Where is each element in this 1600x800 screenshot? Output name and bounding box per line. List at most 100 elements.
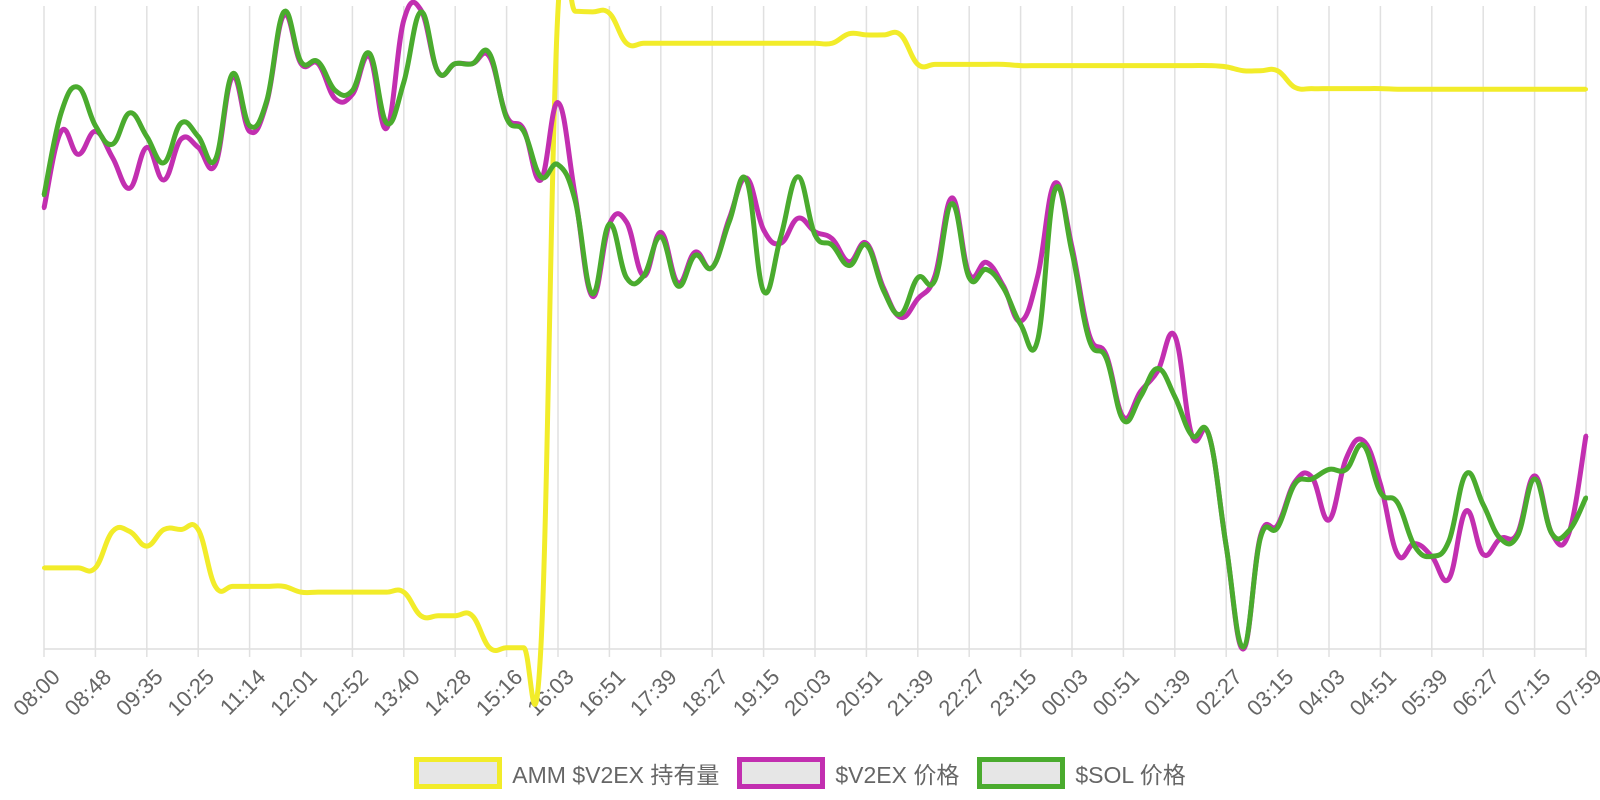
x-tick-label: 04:03 <box>1293 664 1350 721</box>
point <box>573 9 578 14</box>
point <box>624 220 629 225</box>
point <box>333 96 338 101</box>
point <box>607 222 612 227</box>
point <box>1584 495 1588 500</box>
point <box>538 645 543 650</box>
point <box>1258 68 1263 73</box>
point <box>1327 467 1331 472</box>
x-tick-label: 22:27 <box>933 664 990 721</box>
point <box>1035 273 1040 278</box>
point <box>453 613 458 618</box>
point <box>761 41 766 46</box>
point <box>1412 87 1417 92</box>
x-tick-label: 19:15 <box>728 664 785 721</box>
point <box>1292 482 1297 487</box>
point <box>1275 68 1280 73</box>
point <box>1070 63 1074 68</box>
point <box>1275 525 1280 530</box>
x-tick-label: 13:40 <box>368 664 425 721</box>
legend-item[interactable]: AMM $V2EX 持有量 <box>414 756 719 790</box>
point <box>367 51 372 56</box>
point <box>590 9 595 14</box>
x-tick-label: 01:39 <box>1139 664 1196 721</box>
legend-item[interactable]: $SOL 价格 <box>977 756 1186 790</box>
point <box>641 41 646 46</box>
point <box>1327 517 1331 522</box>
point <box>538 174 543 179</box>
point <box>93 565 98 570</box>
x-tick-label: 08:00 <box>8 664 65 721</box>
point <box>1361 438 1366 443</box>
point <box>1378 490 1383 495</box>
point <box>1515 87 1520 92</box>
x-tick-label: 17:39 <box>625 664 682 721</box>
point <box>761 227 766 232</box>
point <box>333 590 338 595</box>
point <box>1446 576 1451 581</box>
point <box>898 32 903 37</box>
point <box>333 88 338 93</box>
point <box>1155 63 1160 68</box>
point <box>1481 502 1486 507</box>
point <box>1189 433 1194 438</box>
point <box>213 157 218 162</box>
x-tick-label: 09:35 <box>111 664 168 721</box>
point <box>1566 528 1571 533</box>
point <box>1481 87 1486 92</box>
point <box>127 110 132 115</box>
point <box>795 216 800 221</box>
point <box>710 265 715 270</box>
point <box>401 18 406 23</box>
point <box>1241 645 1246 650</box>
point <box>1395 500 1400 505</box>
point <box>161 177 166 182</box>
legend: AMM $V2EX 持有量 $V2EX 价格 $SOL 价格 <box>0 756 1600 790</box>
x-tick-label: 16:51 <box>574 664 631 721</box>
legend-label: $SOL 价格 <box>1075 762 1186 788</box>
point <box>384 121 389 126</box>
point <box>179 527 184 532</box>
legend-swatch <box>977 757 1066 789</box>
point <box>1104 356 1109 361</box>
point <box>950 62 955 67</box>
point <box>1121 418 1126 423</box>
x-tick-label: 21:39 <box>882 664 939 721</box>
point <box>1138 394 1143 399</box>
point <box>59 565 64 570</box>
point <box>1104 63 1109 68</box>
x-tick-label: 20:03 <box>779 664 836 721</box>
point <box>367 590 372 595</box>
point <box>196 134 201 139</box>
point <box>813 41 817 46</box>
series-line <box>44 0 1586 707</box>
legend-item[interactable]: $V2EX 价格 <box>737 756 959 790</box>
point <box>1018 63 1023 68</box>
point <box>864 32 869 37</box>
x-tick-label: 23:15 <box>985 664 1042 721</box>
point <box>401 80 406 85</box>
x-tick-label: 14:28 <box>419 664 476 721</box>
point <box>967 62 972 67</box>
point <box>624 41 629 46</box>
point <box>504 115 509 120</box>
point <box>1446 539 1451 544</box>
point <box>401 590 406 595</box>
point <box>470 613 475 618</box>
x-tick-label: 04:51 <box>1345 664 1402 721</box>
point <box>590 291 595 296</box>
point <box>693 41 698 46</box>
point <box>1035 63 1040 68</box>
point <box>1412 544 1417 549</box>
point <box>350 590 355 595</box>
point <box>110 142 115 147</box>
x-tick-label: 03:15 <box>1242 664 1299 721</box>
x-tick-label: 15:16 <box>471 664 528 721</box>
point <box>264 98 269 103</box>
point <box>675 41 680 46</box>
point <box>1172 333 1177 338</box>
point <box>1224 64 1229 69</box>
x-tick-label: 08:48 <box>60 664 117 721</box>
point <box>658 41 663 46</box>
point <box>1309 477 1314 482</box>
point <box>281 9 286 14</box>
